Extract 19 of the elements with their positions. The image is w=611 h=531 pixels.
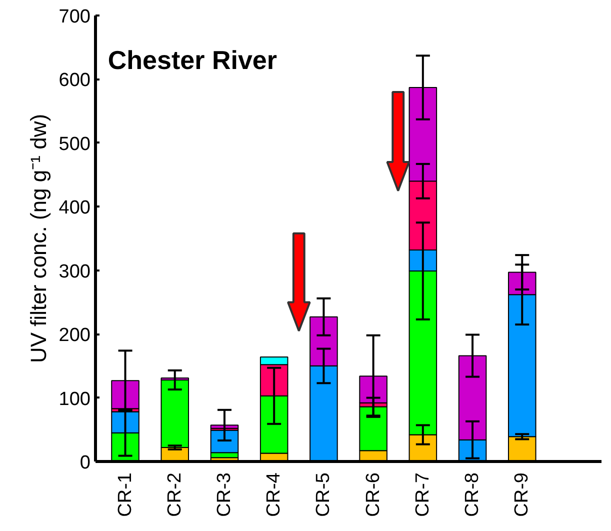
y-tick-label: 700 (58, 6, 90, 28)
y-tick-label: 300 (58, 261, 90, 282)
y-axis-title: UV filter conc. (ng g⁻¹ dw) (26, 114, 51, 364)
x-tick-label: CR-9 (512, 472, 533, 517)
x-tick-label: CR-3 (214, 472, 235, 517)
x-tick-label: CR-6 (362, 472, 384, 517)
x-tick-label: CR-5 (313, 472, 334, 517)
y-tick-label: 100 (58, 388, 90, 410)
y-tick-label: 600 (58, 70, 90, 92)
y-tick-label: 500 (58, 134, 90, 155)
y-tick-label: 0 (80, 452, 91, 474)
y-tick-label: 400 (58, 198, 90, 219)
y-tick-label: 200 (58, 325, 90, 346)
x-tick-label: CR-2 (164, 472, 186, 517)
x-tick-label: CR-1 (114, 472, 136, 517)
text: Chester River (108, 45, 277, 76)
x-tick-label: CR-7 (412, 472, 434, 517)
x-tick-label: CR-8 (462, 472, 484, 517)
x-tick-label: CR-4 (264, 472, 285, 517)
